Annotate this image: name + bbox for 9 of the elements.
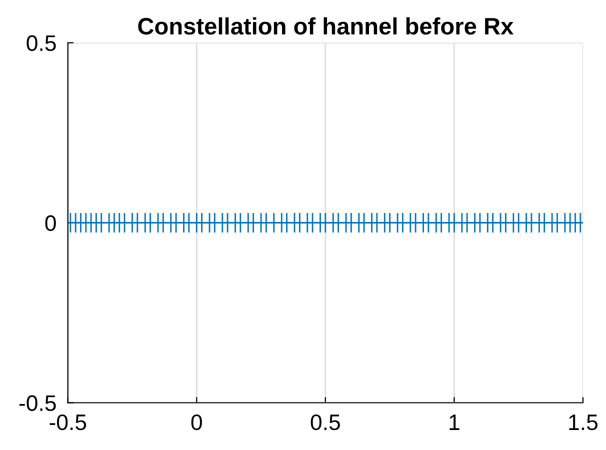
chart-title: Constellation of hannel before Rx <box>138 17 514 35</box>
x-tick-label: 1.5 <box>569 414 598 430</box>
y-tick-label: 0 <box>45 215 56 232</box>
y-tick-label: 0.5 <box>26 35 56 52</box>
x-tick-label: -0.5 <box>50 414 86 430</box>
x-tick-label: 1 <box>450 414 460 430</box>
x-tick-label: 0.5 <box>310 414 340 430</box>
x-tick-label: 0 <box>191 414 202 430</box>
y-tick-label: -0.5 <box>19 395 56 412</box>
